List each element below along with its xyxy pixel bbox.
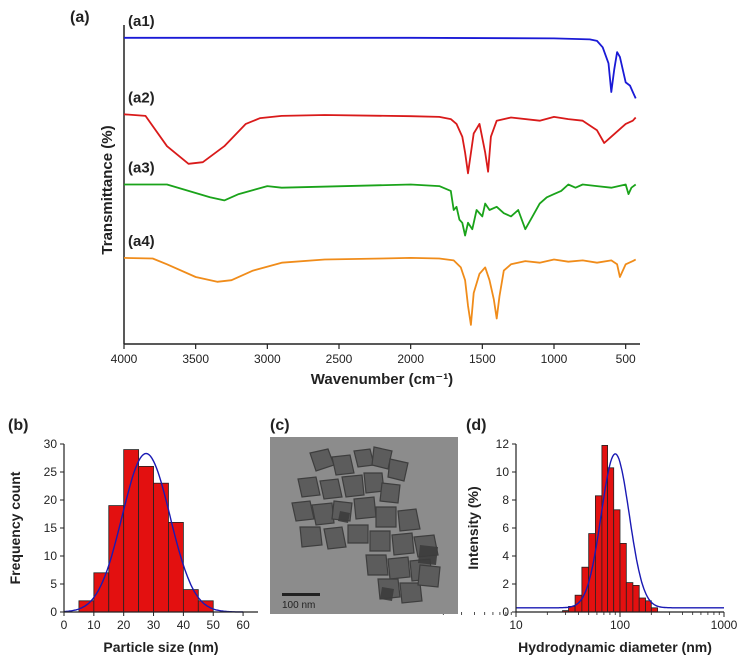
- size-bar: [168, 522, 184, 613]
- size-y-tick-label: 20: [44, 493, 58, 507]
- ftir-x-tick-label: 3000: [254, 352, 281, 366]
- dls-bar: [607, 467, 615, 613]
- size-bar: [78, 600, 95, 613]
- size-bar: [138, 465, 154, 613]
- dls-y-tick-label: 10: [496, 465, 510, 479]
- size-x-tick-label: 60: [236, 618, 250, 632]
- size-x-tick-label: 20: [117, 618, 131, 632]
- ftir-x-tick-label: 2500: [326, 352, 353, 366]
- scale-bar-label: 100 nm: [282, 600, 315, 611]
- size-x-tick-label: 0: [61, 618, 68, 632]
- ftir-trace-label-a1: (a1): [128, 13, 155, 30]
- dls-y-tick-label: 2: [502, 577, 509, 591]
- size-y-tick-label: 0: [50, 605, 57, 619]
- ftir-trace-label-a2: (a2): [128, 89, 155, 106]
- size-y-tick-label: 15: [44, 521, 58, 535]
- size-x-tick-label: 40: [177, 618, 191, 632]
- dls-lognormal-fit: [516, 453, 724, 609]
- dls-y-tick-label: 4: [502, 549, 509, 563]
- dls-y-tick-label: 8: [502, 493, 509, 507]
- ftir-x-tick-label: 1000: [541, 352, 568, 366]
- size-bar: [182, 589, 199, 613]
- particle-size-histogram: 0 10 20 30 40 50 60 0 5 10 15 20 25 30 Particle size …: [7, 437, 258, 655]
- dls-bar: [581, 566, 590, 613]
- dls-bar: [638, 597, 646, 613]
- dls-bar: [632, 585, 640, 613]
- ftir-x-tick-label: 500: [616, 352, 636, 366]
- size-bar: [123, 449, 140, 613]
- dls-bar: [619, 543, 627, 613]
- size-x-tick-label: 30: [147, 618, 161, 632]
- size-y-tick-label: 25: [44, 465, 58, 479]
- ftir-x-tick-label: 2000: [397, 352, 424, 366]
- ftir-x-tick-label: 4000: [111, 352, 138, 366]
- ftir-chart: 4000 3500 3000 2500 2000 1500 1000 500 (a1) (a2)…: [99, 13, 640, 388]
- panel-a-label: (a): [70, 9, 90, 26]
- size-x-tick-label: 50: [207, 618, 221, 632]
- size-gaussian-fit: [63, 452, 244, 613]
- ftir-trace-label-a4: (a4): [128, 233, 155, 250]
- dls-x-tick-label: 10: [509, 618, 523, 632]
- ftir-trace-a1: [124, 36, 637, 99]
- ftir-trace-a4: [123, 257, 637, 326]
- panel-c-label: (c): [270, 417, 290, 434]
- dls-y-tick-label: 6: [502, 521, 509, 535]
- ftir-y-title: Transmittance (%): [99, 125, 116, 254]
- dls-y-title: Intensity (%): [465, 486, 481, 569]
- dls-histogram: 10 100 1000 0 2 4 6 8 10 12 Hydrodynamic diameter…: [442, 437, 738, 655]
- dls-x-tick-label: 100: [610, 618, 630, 632]
- size-x-tick-label: 10: [87, 618, 101, 632]
- ftir-x-tick-label: 1500: [469, 352, 496, 366]
- size-y-tick-label: 30: [44, 437, 58, 451]
- size-y-title: Frequency count: [7, 471, 23, 584]
- dls-bar: [601, 444, 609, 613]
- ftir-trace-label-a3: (a3): [128, 160, 155, 177]
- dls-x-tick-label: 1000: [711, 618, 738, 632]
- scale-bar: [282, 593, 320, 596]
- dls-bar: [650, 607, 659, 613]
- size-bar: [197, 600, 214, 613]
- size-x-title: Particle size (nm): [103, 639, 218, 655]
- size-bar: [93, 572, 110, 613]
- dls-bar: [645, 600, 652, 613]
- dls-x-title: Hydrodynamic diameter (nm): [518, 639, 712, 655]
- dls-y-tick-label: 12: [496, 437, 510, 451]
- ftir-x-title: Wavenumber (cm⁻¹): [311, 371, 453, 388]
- dls-bar: [625, 582, 634, 613]
- ftir-trace-a2: [123, 113, 637, 175]
- tem-image: 100 nm: [270, 437, 458, 614]
- dls-bar: [588, 533, 596, 613]
- dls-y-tick-label: 0: [502, 605, 509, 619]
- dls-bar: [613, 509, 621, 613]
- ftir-trace-a3: [124, 183, 637, 237]
- panel-d-label: (d): [466, 417, 486, 434]
- ftir-x-tick-label: 3500: [182, 352, 209, 366]
- size-y-tick-label: 10: [44, 549, 58, 563]
- panel-b-label: (b): [8, 417, 28, 434]
- size-y-tick-label: 5: [50, 577, 57, 591]
